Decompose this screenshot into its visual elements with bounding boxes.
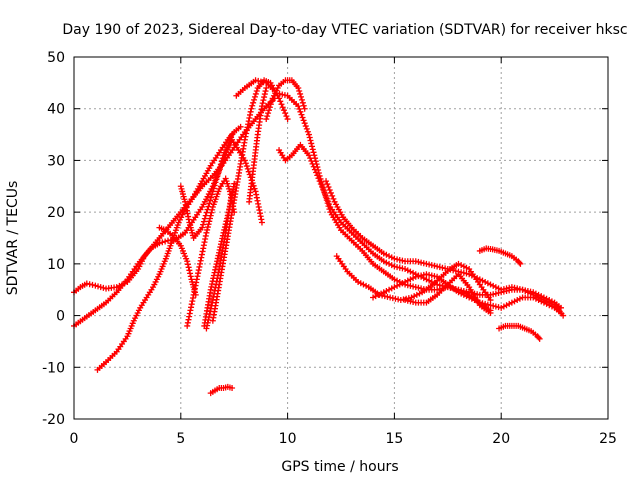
plus-markers [156, 224, 199, 298]
data-series-arc-i [209, 77, 291, 324]
plus-markers [209, 77, 291, 324]
plus-markers [333, 253, 494, 304]
data-layer [71, 77, 567, 397]
plus-markers [177, 136, 265, 241]
x-axis-label: GPS time / hours [281, 459, 398, 475]
y-tick-label: 50 [47, 50, 65, 66]
series-line [235, 79, 491, 311]
x-tick-label: 20 [492, 431, 510, 447]
x-tick-labels: 0 5 10 15 20 25 [70, 431, 617, 447]
series-line [73, 134, 233, 293]
plot-frame [73, 56, 609, 420]
x-tick-label: 25 [599, 431, 617, 447]
series-line [278, 144, 562, 309]
y-tick-label: 10 [47, 257, 65, 273]
plus-markers [402, 271, 494, 316]
data-series-arc-d [156, 224, 199, 298]
data-series-arc-f [184, 175, 238, 329]
y-tick-labels: -20 -10 0 10 20 30 40 50 [42, 50, 65, 428]
data-series-arc-q [402, 271, 494, 316]
data-series-arc-s [496, 322, 543, 342]
data-series-arc-o [333, 253, 494, 304]
plus-markers [207, 383, 236, 397]
plus-markers [263, 77, 308, 123]
y-tick-label: -20 [42, 412, 65, 428]
data-series-arc-r [476, 245, 524, 267]
x-tick-label: 5 [176, 431, 185, 447]
tick-marks [73, 56, 609, 420]
x-tick-label: 10 [279, 431, 297, 447]
plus-markers [496, 322, 543, 342]
y-tick-label: 0 [56, 309, 65, 325]
chart-title: Day 190 of 2023, Sidereal Day-to-day VTE… [62, 22, 627, 38]
data-series-arc-e [177, 136, 265, 241]
grid-lines [74, 57, 608, 419]
plus-markers [476, 245, 524, 267]
y-tick-label: -10 [42, 360, 65, 376]
x-tick-label: 15 [385, 431, 403, 447]
y-tick-label: 20 [47, 205, 65, 221]
plus-markers [246, 85, 270, 205]
y-tick-label: 40 [47, 102, 65, 118]
data-series-arc-t [207, 383, 236, 397]
data-series-arc-l [263, 77, 308, 123]
x-tick-label: 0 [70, 431, 79, 447]
y-axis-label: SDTVAR / TECUs [5, 181, 21, 296]
data-series-arc-c [94, 123, 244, 373]
data-series-arc-j [246, 85, 270, 205]
y-tick-label: 30 [47, 153, 65, 169]
